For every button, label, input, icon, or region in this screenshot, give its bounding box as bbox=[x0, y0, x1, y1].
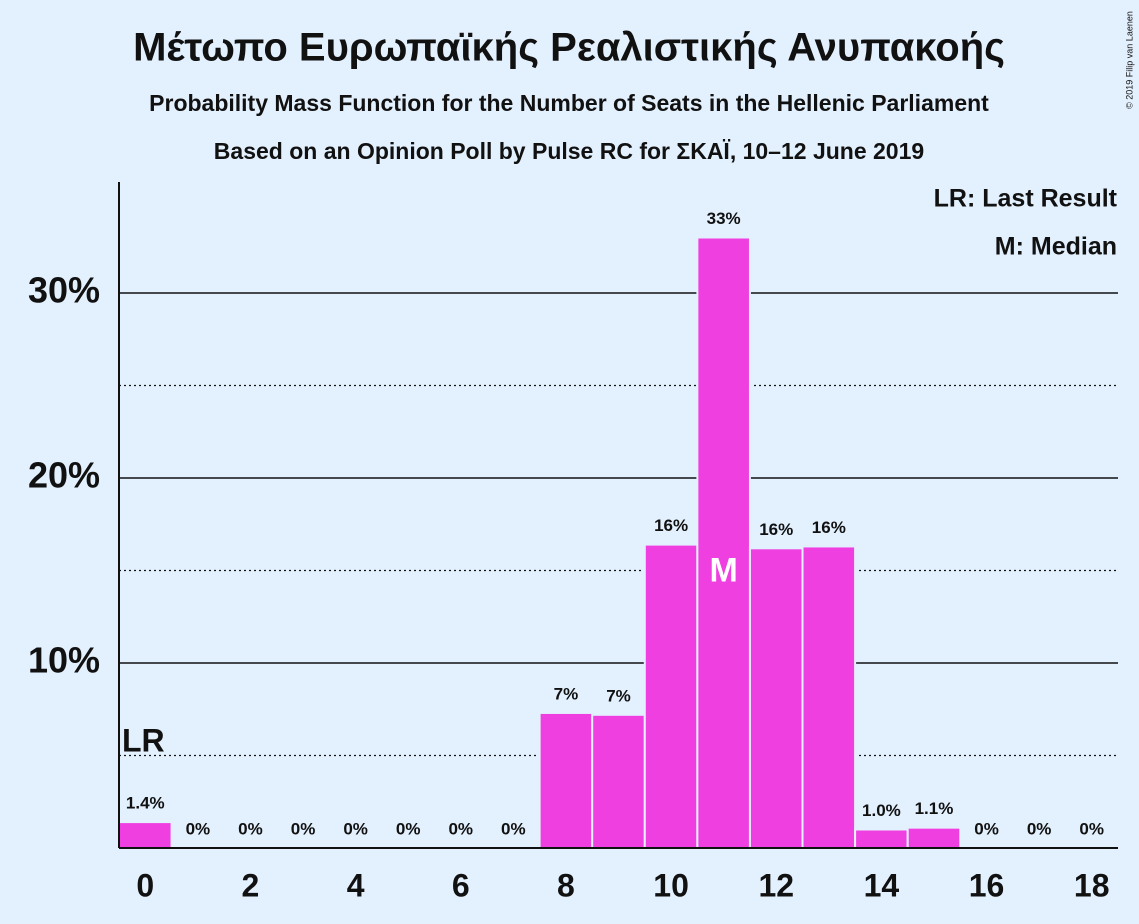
value-label: 0% bbox=[343, 819, 368, 838]
copyright: © 2019 Filip van Laenen bbox=[1124, 11, 1134, 109]
bar bbox=[801, 545, 857, 849]
value-label: 0% bbox=[291, 819, 316, 838]
x-tick-label: 10 bbox=[653, 867, 689, 903]
bar bbox=[591, 713, 646, 849]
x-tick-label: 4 bbox=[347, 867, 365, 903]
chart-title: Μέτωπο Ευρωπαϊκής Ρεαλιστικής Ανυπακοής bbox=[133, 26, 1005, 70]
x-tick-label: 14 bbox=[864, 867, 900, 903]
median-label: M bbox=[709, 552, 737, 590]
value-label: 1.0% bbox=[862, 801, 901, 820]
x-tick-label: 2 bbox=[242, 867, 260, 903]
value-label: 0% bbox=[1079, 819, 1104, 838]
bar bbox=[906, 826, 962, 850]
bar bbox=[643, 543, 699, 849]
x-tick-label: 12 bbox=[758, 867, 794, 903]
value-label: 16% bbox=[759, 520, 793, 539]
chart-subtitle: Probability Mass Function for the Number… bbox=[149, 90, 989, 116]
value-label: 0% bbox=[238, 819, 263, 838]
value-label: 0% bbox=[396, 819, 421, 838]
x-tick-label: 16 bbox=[969, 867, 1005, 903]
y-tick-label: 20% bbox=[28, 455, 100, 496]
value-label: 16% bbox=[812, 518, 846, 537]
x-tick-label: 18 bbox=[1074, 867, 1110, 903]
chart-subtitle: Based on an Opinion Poll by Pulse RC for… bbox=[214, 138, 924, 164]
value-label: 0% bbox=[1027, 819, 1052, 838]
value-label: 1.4% bbox=[126, 794, 165, 813]
legend-entry: M: Median bbox=[995, 233, 1117, 261]
value-label: 7% bbox=[606, 686, 631, 705]
x-tick-label: 6 bbox=[452, 867, 470, 903]
y-tick-label: 30% bbox=[28, 270, 100, 311]
value-label: 16% bbox=[654, 516, 688, 535]
value-label: 7% bbox=[554, 684, 579, 703]
x-tick-label: 8 bbox=[557, 867, 575, 903]
legend-entry: LR: Last Result bbox=[934, 185, 1118, 213]
bar bbox=[118, 821, 173, 849]
x-tick-label: 0 bbox=[136, 867, 154, 903]
value-label: 0% bbox=[186, 819, 211, 838]
bar bbox=[538, 711, 594, 850]
y-tick-label: 10% bbox=[28, 640, 100, 681]
bar bbox=[748, 547, 804, 849]
value-label: 0% bbox=[501, 819, 526, 838]
bar bbox=[696, 236, 751, 849]
value-label: 1.1% bbox=[915, 799, 954, 818]
value-label: 0% bbox=[448, 819, 473, 838]
value-label: 33% bbox=[707, 209, 741, 228]
value-label: 0% bbox=[974, 819, 999, 838]
last-result-label: LR bbox=[122, 722, 165, 758]
bar bbox=[854, 828, 909, 849]
